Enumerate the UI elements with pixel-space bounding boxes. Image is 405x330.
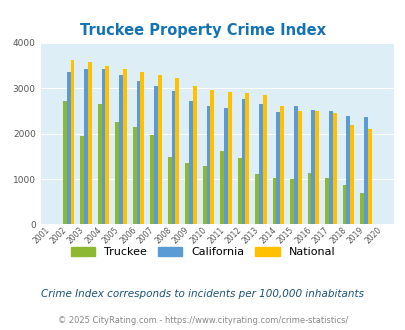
Bar bbox=[119, 75, 123, 224]
Bar bbox=[345, 116, 350, 224]
Bar bbox=[359, 193, 363, 224]
Bar bbox=[101, 69, 105, 224]
Text: Truckee Property Crime Index: Truckee Property Crime Index bbox=[80, 23, 325, 38]
Bar bbox=[88, 62, 92, 224]
Bar bbox=[241, 99, 245, 224]
Bar bbox=[254, 175, 258, 224]
Bar bbox=[363, 117, 367, 224]
Bar bbox=[167, 157, 171, 224]
Bar bbox=[202, 166, 206, 224]
Bar bbox=[140, 72, 144, 224]
Bar bbox=[350, 124, 353, 224]
Bar bbox=[175, 78, 179, 224]
Bar bbox=[105, 66, 109, 224]
Bar bbox=[158, 75, 161, 224]
Bar bbox=[63, 101, 66, 224]
Bar bbox=[332, 113, 336, 224]
Legend: Truckee, California, National: Truckee, California, National bbox=[66, 242, 339, 262]
Bar bbox=[328, 112, 332, 224]
Bar bbox=[324, 178, 328, 224]
Bar bbox=[84, 69, 88, 224]
Text: © 2025 CityRating.com - https://www.cityrating.com/crime-statistics/: © 2025 CityRating.com - https://www.city… bbox=[58, 315, 347, 325]
Bar bbox=[206, 106, 210, 224]
Bar bbox=[272, 178, 276, 224]
Bar bbox=[150, 135, 154, 224]
Bar bbox=[367, 129, 371, 224]
Bar bbox=[220, 151, 224, 224]
Bar bbox=[224, 108, 227, 224]
Bar bbox=[311, 110, 315, 224]
Bar bbox=[171, 91, 175, 224]
Bar bbox=[70, 60, 74, 224]
Text: Crime Index corresponds to incidents per 100,000 inhabitants: Crime Index corresponds to incidents per… bbox=[41, 289, 364, 299]
Bar bbox=[132, 127, 136, 224]
Bar bbox=[123, 69, 126, 224]
Bar bbox=[98, 104, 101, 224]
Bar bbox=[307, 173, 311, 224]
Bar bbox=[279, 106, 284, 224]
Bar bbox=[136, 81, 140, 224]
Bar bbox=[237, 158, 241, 224]
Bar bbox=[276, 112, 279, 224]
Bar bbox=[258, 104, 262, 224]
Bar bbox=[342, 185, 345, 224]
Bar bbox=[210, 90, 214, 224]
Bar bbox=[227, 92, 231, 224]
Bar bbox=[293, 106, 297, 224]
Bar bbox=[192, 86, 196, 224]
Bar bbox=[80, 136, 84, 224]
Bar bbox=[115, 122, 119, 224]
Bar bbox=[290, 179, 293, 224]
Bar bbox=[262, 95, 266, 224]
Bar bbox=[297, 111, 301, 224]
Bar bbox=[185, 163, 189, 224]
Bar bbox=[66, 72, 70, 224]
Bar bbox=[315, 112, 318, 224]
Bar bbox=[189, 101, 192, 224]
Bar bbox=[245, 93, 249, 224]
Bar bbox=[154, 86, 158, 224]
